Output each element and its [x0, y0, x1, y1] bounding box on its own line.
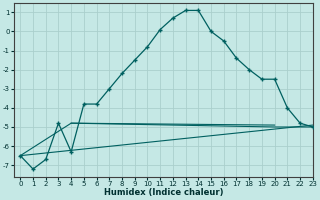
X-axis label: Humidex (Indice chaleur): Humidex (Indice chaleur) [104, 188, 223, 197]
